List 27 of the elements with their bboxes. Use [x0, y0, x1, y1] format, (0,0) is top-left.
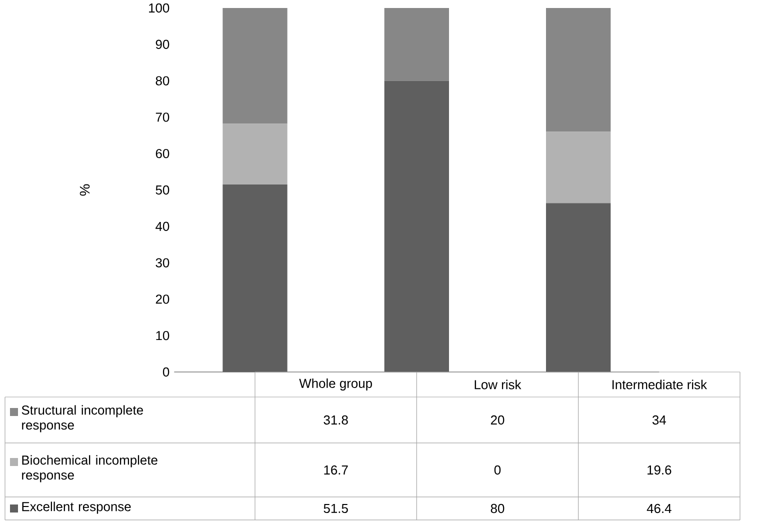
y-tick-label: 70 [156, 112, 170, 122]
x-tick-label: Low risk [474, 380, 522, 390]
y-tick-label: 80 [156, 76, 170, 86]
y-tick-label: 30 [156, 258, 170, 268]
y-tick-label: 50 [156, 185, 170, 195]
y-tick-label: 20 [156, 294, 170, 304]
data-label: 31.8 [324, 415, 348, 425]
data-label: 46.4 [646, 504, 672, 514]
data-label: 19.6 [648, 465, 672, 475]
legend-label: Structural incomplete response [22, 405, 143, 432]
data-label: 0 [494, 465, 501, 475]
y-tick-label: 90 [156, 40, 170, 49]
legend-label: Biochemical incomplete response [22, 455, 158, 482]
data-label: 20 [490, 415, 504, 425]
data-label: 34 [652, 415, 666, 425]
data-label: 16.7 [324, 465, 348, 475]
y-tick-label: 60 [156, 149, 170, 158]
y-tick-label: 40 [156, 222, 170, 231]
y-tick-label: 100 [149, 3, 170, 13]
x-tick-label: Intermediate risk [612, 380, 708, 390]
data-label: 51.5 [324, 504, 348, 514]
legend-label: Excellent response [22, 502, 131, 514]
data-label: 80 [490, 504, 504, 514]
y-tick-label: 0 [162, 367, 170, 377]
y-axis-title: % [80, 184, 90, 196]
x-tick-label: Whole group [299, 378, 372, 391]
y-tick-label: 10 [156, 331, 170, 340]
